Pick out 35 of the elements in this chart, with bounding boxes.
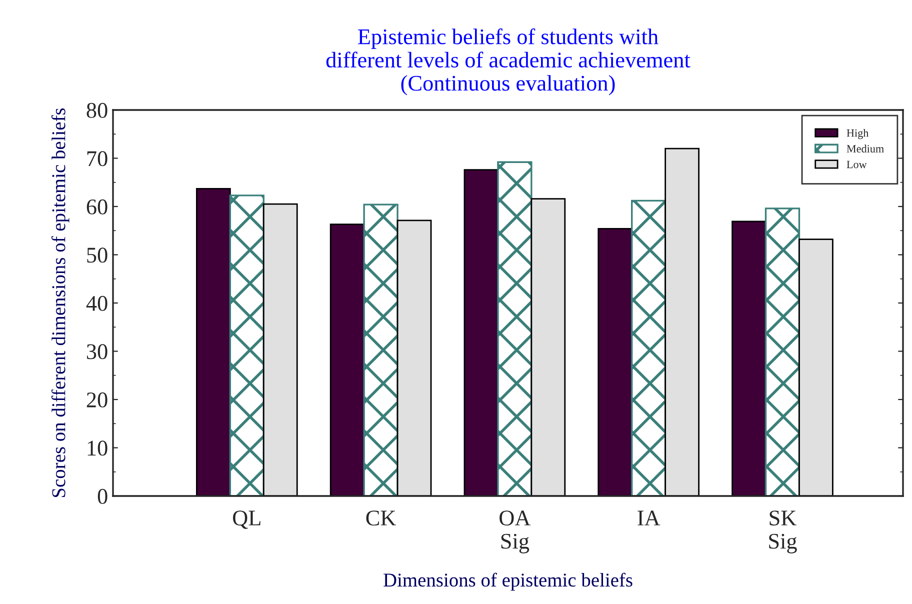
- bar: [598, 228, 633, 496]
- bar: [330, 224, 365, 496]
- x-tick-label: QL: [233, 510, 260, 529]
- bar: [262, 203, 298, 496]
- bar: [497, 161, 532, 496]
- x-tick-label: IA: [638, 510, 660, 526]
- y-tick-label: 0: [98, 488, 108, 504]
- legend-label: High: [846, 128, 869, 140]
- x-tick-label: CK: [366, 510, 396, 526]
- y-tick-label: 20: [86, 392, 108, 408]
- bar: [732, 220, 766, 496]
- x-axis-title: Dimensions of epistemic beliefs: [384, 572, 632, 591]
- x-tick-label: SK Sig: [769, 510, 797, 554]
- y-tick-label: 70: [87, 151, 108, 166]
- bar: [631, 200, 666, 496]
- bar: [764, 208, 800, 496]
- legend-label: Medium: [846, 144, 884, 153]
- legend-label: Low: [846, 160, 867, 168]
- y-tick-label: 40: [86, 296, 108, 311]
- bar: [196, 188, 231, 496]
- y-tick-label: 10: [88, 440, 108, 456]
- y-tick-label: 60: [86, 199, 108, 214]
- chart-title: Epistemic beliefs of students with different levels of academic achievement (Continuous evaluation): [326, 28, 690, 96]
- y-tick-label: 50: [87, 248, 108, 263]
- y-axis-title: Scores on different dimensions of epitemic beliefs: [51, 108, 70, 497]
- bar: [664, 148, 700, 496]
- bar: [229, 194, 264, 496]
- bar: [396, 220, 432, 496]
- y-tick-label: 30: [86, 344, 108, 360]
- bar: [363, 204, 398, 496]
- bar: [530, 198, 566, 496]
- bar: [464, 169, 499, 496]
- y-tick-label: 80: [86, 102, 108, 118]
- bar: [798, 238, 834, 496]
- x-tick-label: OA Sig: [500, 510, 531, 554]
